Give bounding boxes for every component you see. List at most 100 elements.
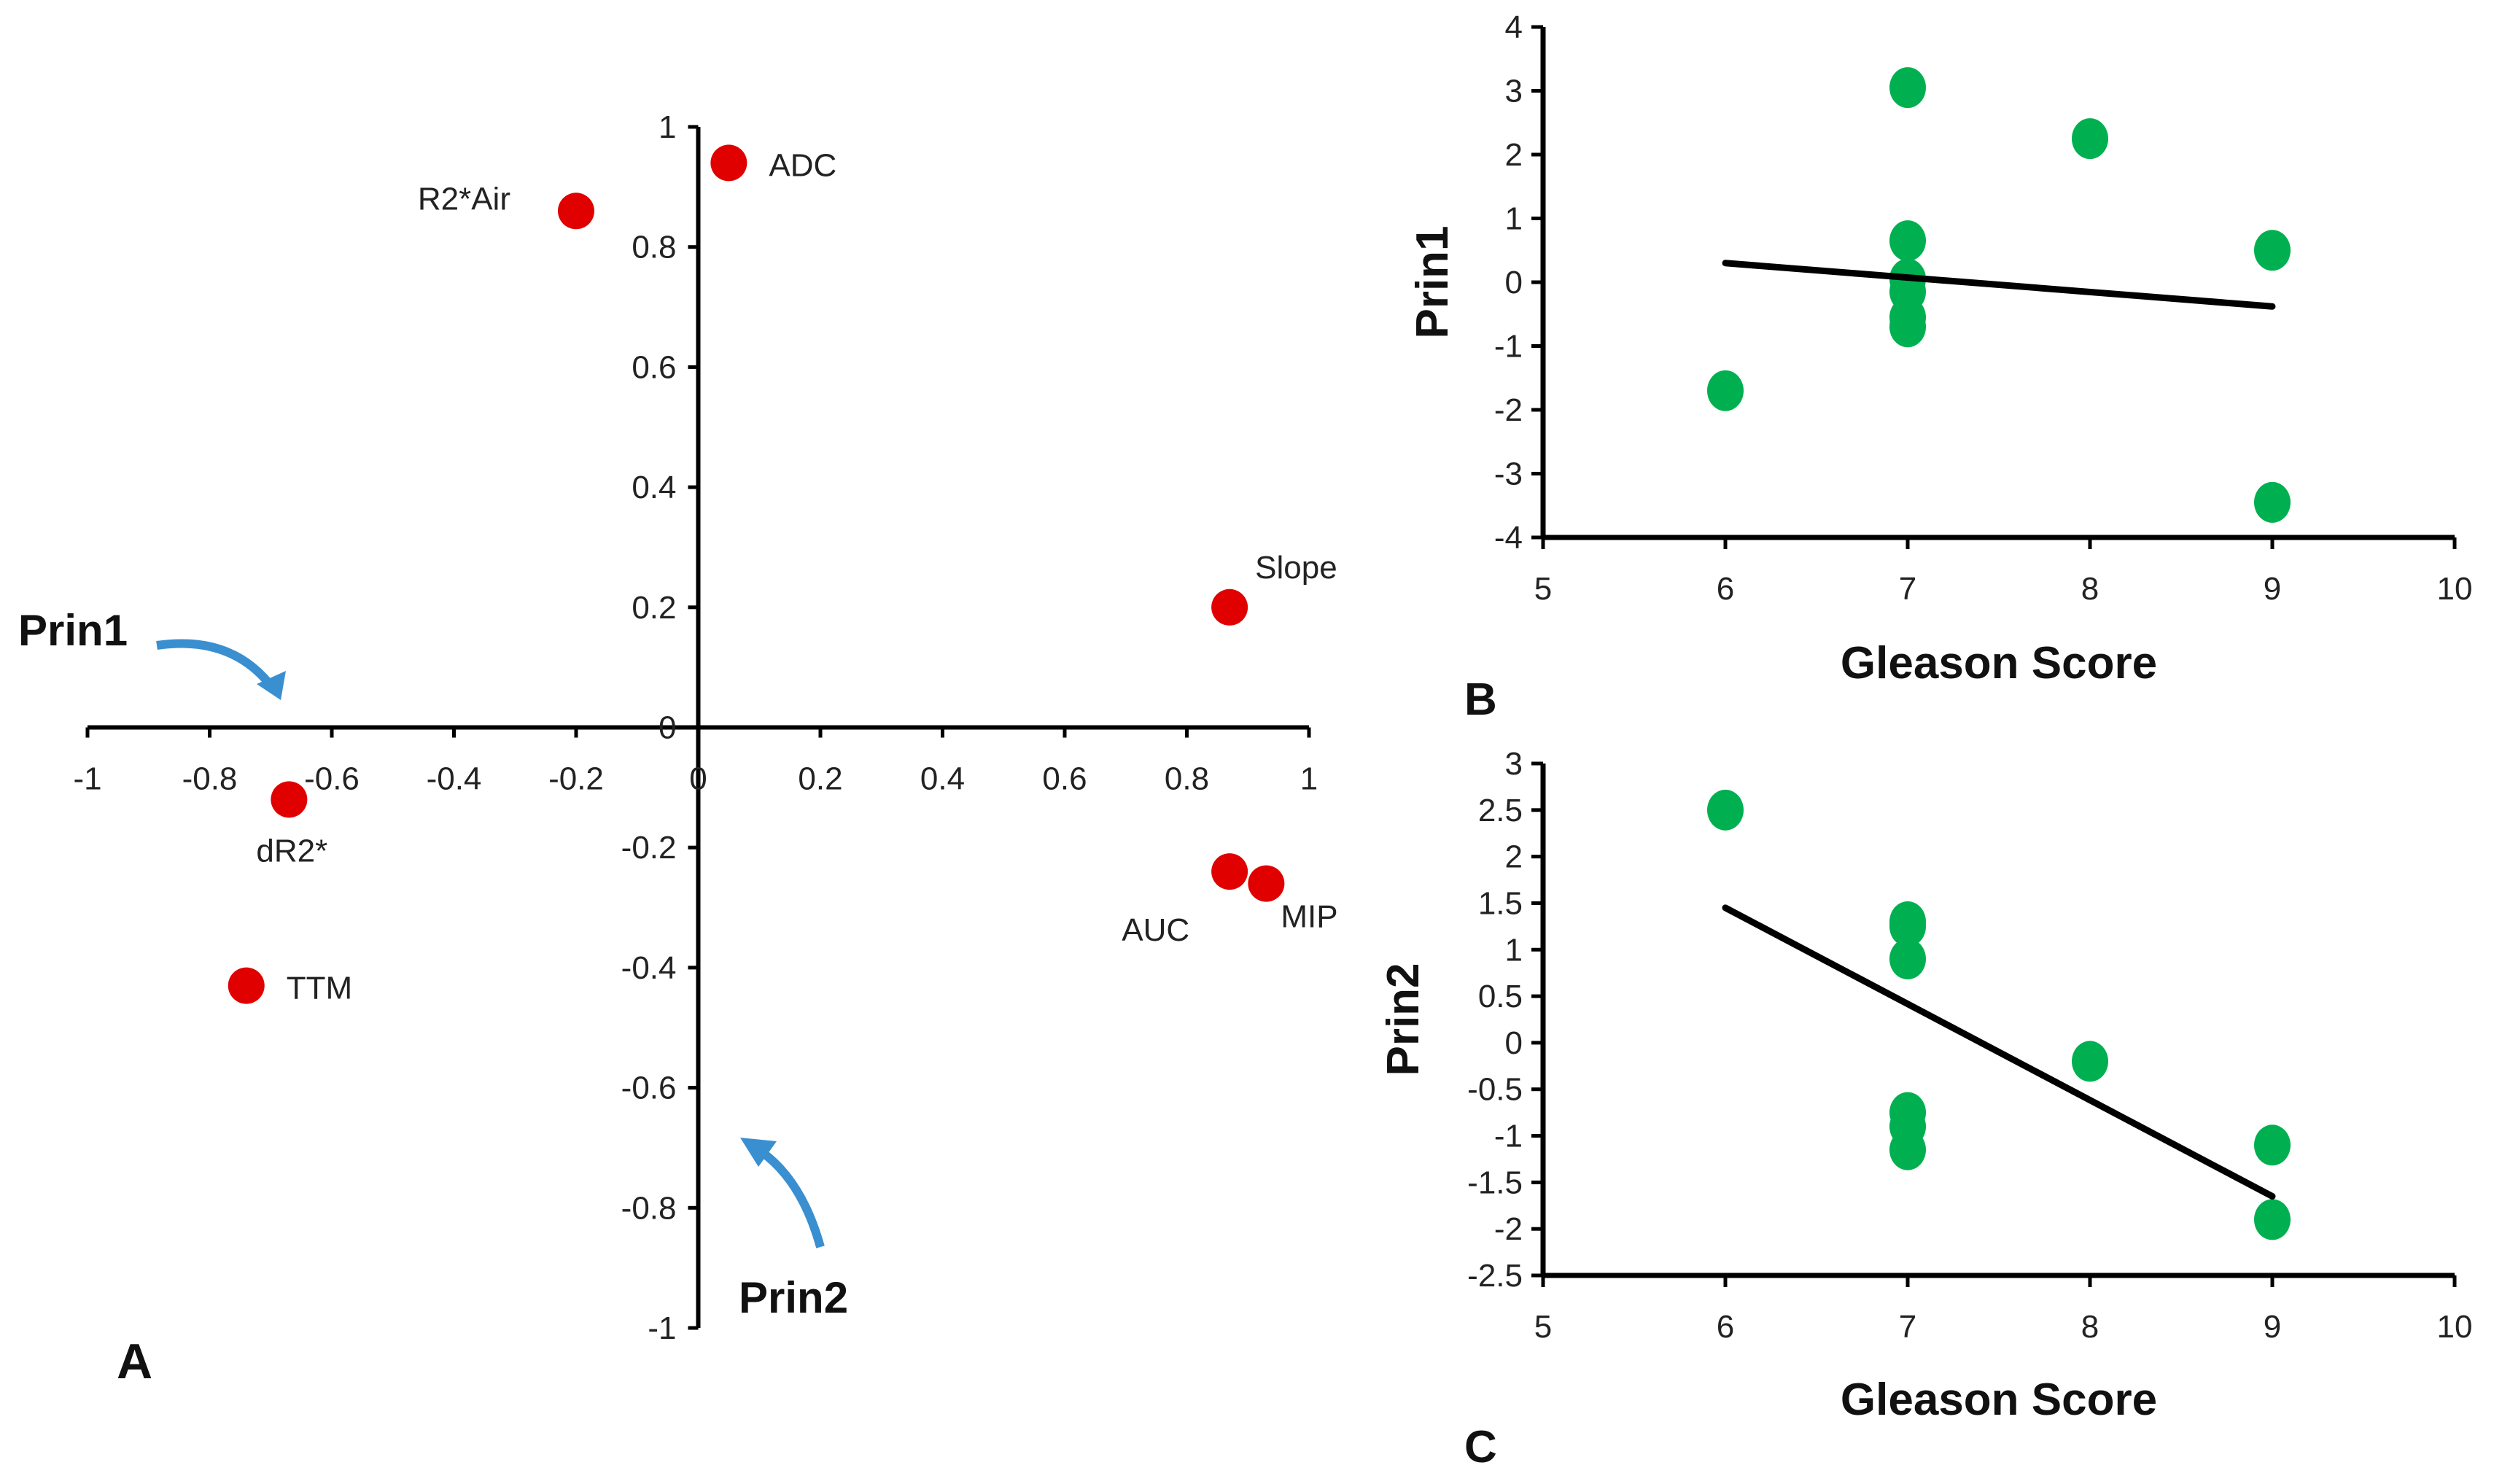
y-tick-label: 0.2 bbox=[632, 590, 676, 626]
data-point bbox=[1889, 67, 1926, 109]
point-label: R2*Air bbox=[418, 181, 510, 217]
x-tick-label: 5 bbox=[1534, 1309, 1552, 1345]
point-label: TTM bbox=[287, 971, 352, 1006]
data-point bbox=[1248, 865, 1285, 902]
y-tick-label: 4 bbox=[1505, 9, 1523, 45]
y-tick-label: -1 bbox=[1494, 329, 1523, 365]
trendline bbox=[1722, 904, 2276, 1200]
y-tick-label: 0 bbox=[1505, 1025, 1523, 1061]
y-tick-label: -0.2 bbox=[621, 830, 677, 866]
x-tick-label: 1 bbox=[1300, 761, 1318, 797]
y-tick-label: -1 bbox=[1494, 1119, 1523, 1154]
data-point bbox=[1889, 220, 1926, 262]
data-point bbox=[710, 144, 747, 182]
data-point bbox=[271, 781, 308, 818]
y-tick-label: 2.5 bbox=[1478, 793, 1523, 828]
x-tick-label: 6 bbox=[1717, 571, 1734, 607]
annotation-prin2: Prin2 bbox=[739, 1273, 848, 1322]
x-tick-label: 0.2 bbox=[798, 761, 842, 797]
x-tick-label: -0.4 bbox=[427, 761, 482, 797]
data-point bbox=[1707, 370, 1744, 411]
panel-label: B bbox=[1464, 675, 1497, 725]
y-tick-label: 2 bbox=[1505, 839, 1523, 875]
y-tick-label: 3 bbox=[1505, 74, 1523, 109]
panel-c-prin2-vs-gleason: 5 6 7 8 9 10 3 2.5 2 1.5 1 0.5 0 -0.5 -1 -1.5 -2 -2.5 Glea… bbox=[1378, 746, 2472, 1472]
point-label: Slope bbox=[1255, 550, 1337, 586]
y-tick-label: 0 bbox=[1505, 265, 1523, 300]
arrow-head-icon bbox=[257, 671, 286, 700]
data-point bbox=[558, 193, 594, 230]
data-point bbox=[1707, 789, 1744, 831]
data-point bbox=[2254, 1199, 2291, 1240]
y-tick-label: 0.4 bbox=[632, 470, 676, 505]
annotation-prin1: Prin1 bbox=[18, 606, 128, 655]
y-tick-label: -0.6 bbox=[621, 1071, 677, 1106]
y-tick-label: -1 bbox=[648, 1310, 676, 1346]
y-axis-title: Prin2 bbox=[1378, 963, 1429, 1076]
y-tick-label: 3 bbox=[1505, 746, 1523, 782]
x-tick-label: 0.8 bbox=[1165, 761, 1209, 797]
point-label: MIP bbox=[1281, 899, 1337, 935]
point-label: dR2* bbox=[256, 833, 327, 869]
y-tick-label: -0.4 bbox=[621, 950, 677, 986]
panel-label: A bbox=[117, 1334, 152, 1389]
data-point bbox=[1211, 588, 1248, 626]
x-tick-label: 0.4 bbox=[920, 761, 965, 797]
y-tick-label: -0.5 bbox=[1467, 1072, 1523, 1108]
trendline bbox=[1722, 260, 2276, 310]
data-point bbox=[2072, 1041, 2108, 1082]
data-point bbox=[2254, 230, 2291, 271]
point-label: AUC bbox=[1122, 912, 1189, 948]
y-tick-label: -0.8 bbox=[621, 1190, 677, 1226]
data-point bbox=[2254, 1124, 2291, 1166]
data-point bbox=[1889, 306, 1926, 348]
x-tick-label: 10 bbox=[2437, 1309, 2473, 1345]
x-tick-label: 6 bbox=[1717, 1309, 1734, 1345]
point-label: ADC bbox=[769, 147, 836, 183]
x-tick-label: 0 bbox=[689, 761, 707, 797]
data-point bbox=[2254, 481, 2291, 523]
arrow-icon bbox=[156, 639, 277, 692]
x-tick-label: -0.6 bbox=[304, 761, 360, 797]
x-tick-label: 10 bbox=[2437, 571, 2473, 607]
y-tick-label: -1.5 bbox=[1467, 1165, 1523, 1200]
y-tick-label: 1 bbox=[1505, 932, 1523, 968]
arrow-head-icon bbox=[740, 1138, 777, 1167]
panel-a-loadings-plot: -1 -0.8 -0.6 -0.4 -0.2 0 0.2 0.4 0.6 0.8 1 1 0.8 0.6 0… bbox=[18, 109, 1338, 1389]
x-tick-label: 7 bbox=[1899, 1309, 1916, 1345]
x-tick-label: -1 bbox=[73, 761, 101, 797]
x-tick-label: 9 bbox=[2264, 1309, 2281, 1345]
x-axis-title: Gleason Score bbox=[1841, 638, 2157, 688]
y-tick-label: -3 bbox=[1494, 457, 1523, 492]
x-tick-label: 5 bbox=[1534, 571, 1552, 607]
data-point bbox=[1211, 853, 1248, 890]
y-tick-label: 2 bbox=[1505, 137, 1523, 173]
y-tick-label: -2.5 bbox=[1467, 1258, 1523, 1294]
x-tick-label: 8 bbox=[2081, 1309, 2099, 1345]
x-tick-label: 0.6 bbox=[1042, 761, 1087, 797]
data-point bbox=[1889, 939, 1926, 980]
x-axis-title: Gleason Score bbox=[1841, 1375, 2157, 1425]
x-tick-label: 7 bbox=[1899, 571, 1916, 607]
x-tick-label: 8 bbox=[2081, 571, 2099, 607]
data-point bbox=[1889, 1129, 1926, 1170]
y-tick-label: 1 bbox=[659, 109, 676, 145]
y-tick-label: 1.5 bbox=[1478, 885, 1523, 921]
data-point bbox=[2072, 118, 2108, 160]
y-tick-label: -4 bbox=[1494, 520, 1523, 556]
y-axis-title: Prin1 bbox=[1407, 225, 1458, 338]
y-tick-label: 0.8 bbox=[632, 230, 676, 265]
panel-label: C bbox=[1464, 1422, 1497, 1472]
y-tick-label: 0 bbox=[659, 710, 676, 746]
arrow-icon bbox=[759, 1149, 825, 1248]
y-tick-label: 0.6 bbox=[632, 349, 676, 385]
x-tick-label: -0.2 bbox=[548, 761, 604, 797]
data-point bbox=[1889, 906, 1926, 947]
y-tick-label: 1 bbox=[1505, 201, 1523, 237]
x-tick-label: -0.8 bbox=[182, 761, 238, 797]
data-point bbox=[228, 967, 265, 1004]
y-tick-label: -2 bbox=[1494, 392, 1523, 428]
x-tick-label: 9 bbox=[2264, 571, 2281, 607]
